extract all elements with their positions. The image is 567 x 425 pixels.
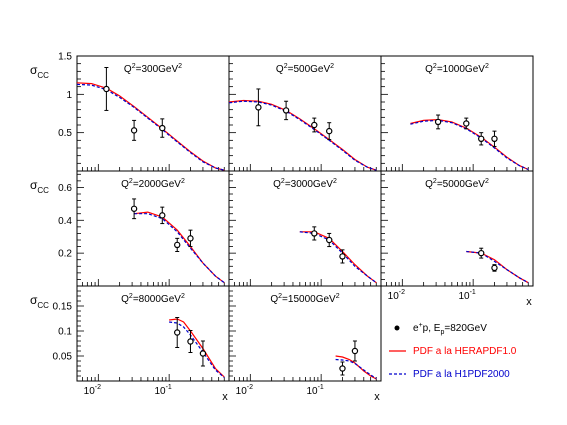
data-point	[326, 236, 333, 244]
data-point	[174, 329, 181, 336]
data-point	[255, 104, 262, 111]
x-axis-label: x	[526, 296, 532, 308]
data-point	[339, 253, 346, 260]
data-point	[478, 135, 485, 142]
x-axis-label: x	[374, 391, 380, 403]
legend-herapdf-label: PDF a la HERAPDF1.0	[413, 346, 517, 357]
data-point	[478, 249, 485, 257]
panel-1: Q2=500GeV2	[228, 55, 382, 172]
data-point	[311, 230, 318, 237]
axis-labels: 0.5 1 1.5 0.2 0.4 0.6 0.05 0.1 0.15 10-2 10-1 x 10-2…	[30, 52, 532, 404]
y-tick-label: 0.1	[58, 327, 72, 338]
data-point	[351, 347, 359, 355]
y-tick-label: 1.5	[58, 52, 72, 63]
x-tick-label: 10-1	[306, 384, 323, 397]
data-point	[491, 135, 498, 142]
panel-frame	[380, 170, 534, 287]
h1pdf-curve	[299, 231, 377, 284]
legend-data-label: e+p, Ep=820GeV	[413, 322, 487, 336]
y-tick-label: 0.05	[53, 352, 73, 363]
h1pdf-curve	[76, 83, 225, 171]
data-point	[434, 118, 442, 126]
h1pdf-curve	[134, 213, 225, 284]
data-point	[103, 85, 110, 93]
data-point	[130, 127, 138, 134]
h1pdf-curve	[228, 100, 377, 171]
data-point	[187, 338, 194, 345]
data-point	[311, 121, 318, 129]
herapdf-curve	[410, 118, 529, 171]
data-point	[463, 120, 470, 127]
y-tick-label: 1	[66, 90, 72, 101]
panel-2: Q2=1000GeV2	[380, 55, 534, 172]
data-point	[326, 127, 333, 135]
h1pdf-curve	[335, 358, 377, 380]
y-tick-label: 0.6	[58, 183, 72, 194]
q2-label: Q2=300GeV2	[124, 63, 182, 75]
data-point	[159, 124, 166, 132]
y-tick-label: 0.2	[58, 249, 72, 260]
y-axis-label: σCC	[30, 63, 49, 80]
panel-6: Q2=8000GeV2	[76, 285, 230, 382]
legend-h1pdf-label: PDF a la H1PDF2000	[413, 369, 510, 380]
data-point	[339, 365, 346, 372]
h1pdf-curve	[410, 119, 529, 171]
y-tick-label: 0.4	[58, 216, 72, 227]
q2-label: Q2=8000GeV2	[121, 293, 185, 305]
panel-7: Q2=15000GeV2	[228, 285, 382, 382]
panel-0: Q2=300GeV2	[76, 55, 230, 172]
y-axis-label: σCC	[30, 293, 49, 310]
herapdf-curve	[76, 82, 225, 171]
panel-5: Q2=5000GeV2	[380, 170, 534, 287]
q2-label: Q2=500GeV2	[276, 63, 334, 75]
data-point	[491, 264, 498, 272]
y-axis-label: σCC	[30, 178, 49, 195]
herapdf-curve	[335, 355, 377, 380]
herapdf-curve	[134, 211, 225, 284]
x-tick-label: 10-2	[84, 384, 101, 397]
legend-data-marker	[394, 325, 400, 331]
q2-label: Q2=15000GeV2	[270, 293, 339, 305]
q2-label: Q2=5000GeV2	[425, 178, 489, 190]
x-tick-label: 10-1	[154, 384, 171, 397]
panel-4: Q2=3000GeV2	[228, 170, 382, 287]
data-point	[130, 205, 138, 212]
data-point	[174, 241, 181, 249]
q2-label: Q2=3000GeV2	[273, 178, 337, 190]
x-tick-label: 10-2	[388, 289, 405, 302]
x-tick-label: 10-2	[236, 384, 253, 397]
data-point	[159, 212, 166, 219]
legend: e+p, Ep=820GeV PDF a la HERAPDF1.0 PDF a…	[389, 322, 517, 380]
panel-frame	[228, 285, 382, 382]
data-point	[282, 107, 290, 114]
data-point	[199, 350, 207, 357]
herapdf-curve	[299, 231, 377, 284]
panel-3: Q2=2000GeV2	[76, 170, 230, 287]
y-tick-label: 0.15	[53, 302, 73, 313]
x-axis-label: x	[222, 391, 228, 403]
data-point	[187, 235, 194, 242]
x-tick-label: 10-1	[458, 289, 475, 302]
panel-grid: Q2=300GeV2 Q2=500GeV2 Q2=1000GeV2 Q2=2000Ge…	[76, 55, 534, 382]
y-tick-label: 0.5	[58, 128, 72, 139]
q2-label: Q2=1000GeV2	[425, 63, 489, 75]
q2-label: Q2=2000GeV2	[121, 178, 185, 190]
